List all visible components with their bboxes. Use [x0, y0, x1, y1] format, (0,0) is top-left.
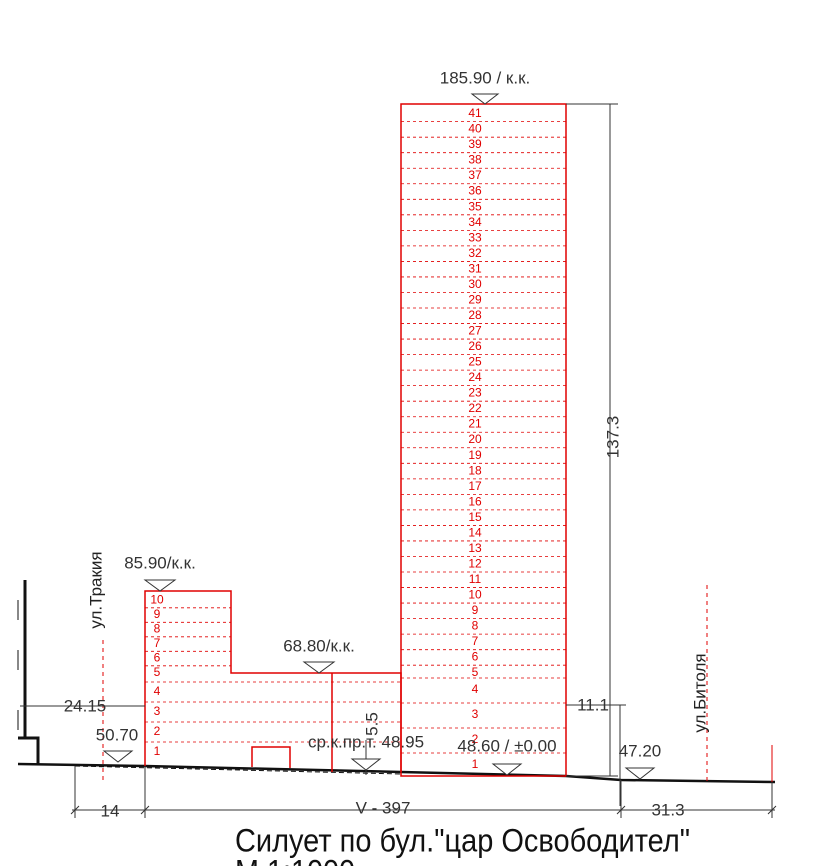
floor-number: 28 — [468, 308, 482, 322]
floor-number: 13 — [468, 541, 482, 555]
floor-number: 1 — [472, 757, 479, 771]
dimension-label: V - 397 — [356, 798, 411, 817]
level-label: ср.к.пр.т. 48.95 — [308, 732, 424, 751]
floor-number: 19 — [468, 448, 482, 462]
floor-number: 4 — [154, 684, 161, 698]
floor-number: 24 — [468, 370, 482, 384]
floor-number: 35 — [468, 199, 482, 213]
floor-number: 21 — [468, 417, 482, 431]
floor-number: 18 — [468, 463, 482, 477]
floor-number: 32 — [468, 246, 482, 260]
dimension-ticks — [70, 766, 777, 818]
dimension-label: 5.5 — [362, 712, 381, 736]
floor-number: 5 — [472, 665, 479, 679]
floor-number: 14 — [468, 525, 482, 539]
floor-number: 10 — [150, 593, 164, 607]
scale: М 1:1000 — [235, 853, 355, 866]
floor-number: 31 — [468, 261, 482, 275]
street-label: ул.Тракия — [86, 551, 105, 628]
floor-number: 23 — [468, 386, 482, 400]
dimension-label: 11.1 — [577, 695, 609, 714]
floor-number: 41 — [468, 106, 482, 120]
level-label: 185.90 / к.к. — [440, 68, 531, 87]
level-label: 50.70 — [96, 725, 139, 744]
level-label: 85.90/к.к. — [124, 553, 196, 572]
floor-number: 12 — [468, 556, 482, 570]
floor-number: 11 — [469, 572, 482, 586]
floor-number: 3 — [154, 704, 161, 718]
floor-number: 22 — [468, 401, 482, 415]
floor-number: 2 — [154, 724, 161, 738]
floor-number: 7 — [472, 634, 479, 648]
neighbour-wall — [18, 580, 40, 764]
floor-number: 16 — [468, 494, 482, 508]
floor-number: 3 — [472, 707, 479, 721]
floor-number: 20 — [468, 432, 482, 446]
ground-dash — [74, 765, 402, 775]
floor-number: 26 — [468, 339, 482, 353]
level-markers — [102, 93, 656, 780]
dimension-label: 24.15 — [64, 696, 107, 715]
floor-number: 37 — [468, 168, 482, 182]
floor-number: 25 — [468, 355, 482, 369]
floor-number: 4 — [472, 682, 479, 696]
tower-outline — [400, 103, 567, 777]
floor-number: 1 — [154, 744, 161, 758]
floor-number: 29 — [468, 292, 482, 306]
level-label: 48.60 / ±0.00 — [457, 736, 556, 755]
floor-number: 8 — [154, 622, 161, 636]
floor-number: 34 — [468, 215, 482, 229]
dimension-label: 137.3 — [603, 416, 622, 459]
floor-number: 5 — [154, 665, 161, 679]
floor-number: 9 — [472, 603, 479, 617]
floor-number: 15 — [468, 510, 482, 524]
floor-number: 6 — [154, 651, 161, 665]
title: Силует по бул."цар Освободител" — [235, 822, 690, 858]
floor-number: 40 — [468, 122, 482, 136]
floors: 1234567891011121314151617181920212223242… — [145, 106, 566, 771]
floor-number: 6 — [472, 650, 479, 664]
floor-number: 7 — [154, 636, 161, 650]
podium-details — [251, 673, 333, 772]
street-label: ул.Битоля — [690, 653, 709, 732]
floor-number: 36 — [468, 184, 482, 198]
level-label: 47.20 — [619, 741, 662, 760]
dimension-label: 31.3 — [651, 800, 684, 819]
floor-number: 10 — [468, 588, 482, 602]
level-label: 68.80/к.к. — [283, 636, 355, 655]
floor-number: 30 — [468, 277, 482, 291]
floor-number: 2 — [472, 732, 479, 746]
floor-number: 8 — [472, 619, 479, 633]
floor-number: 9 — [154, 607, 161, 621]
floor-number: 39 — [468, 137, 482, 151]
floor-number: 27 — [468, 324, 482, 338]
dimension-label: 14 — [101, 801, 120, 820]
floor-number: 17 — [468, 479, 482, 493]
ground-line — [17, 762, 776, 784]
floor-number: 33 — [468, 230, 482, 244]
floor-number: 38 — [468, 153, 482, 167]
